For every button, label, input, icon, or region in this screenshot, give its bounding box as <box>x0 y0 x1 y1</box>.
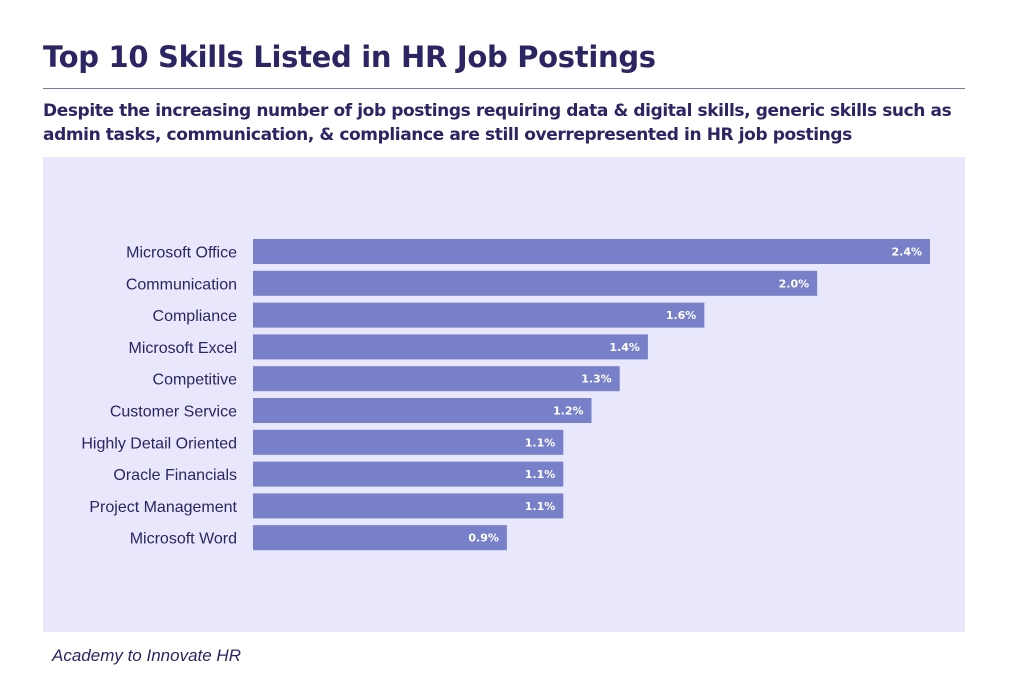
category-label-compliance: Compliance <box>153 308 238 325</box>
bar-compliance <box>253 302 705 328</box>
value-label-customer-service: 1.2% <box>553 405 584 418</box>
category-label-microsoft-office: Microsoft Office <box>126 245 237 262</box>
value-label-microsoft-office: 2.4% <box>891 246 922 259</box>
category-label-communication: Communication <box>126 276 237 293</box>
category-label-customer-service: Customer Service <box>110 404 237 421</box>
category-label-project-management: Project Management <box>89 499 237 516</box>
category-label-microsoft-word: Microsoft Word <box>130 531 237 548</box>
source-credit: Academy to Innovate HR <box>52 646 241 665</box>
value-label-highly-detail-oriented: 1.1% <box>525 436 556 449</box>
value-label-competitive: 1.3% <box>581 373 612 386</box>
bar-project-management <box>253 493 564 519</box>
bar-microsoft-office <box>253 239 930 264</box>
page-subtitle: Despite the increasing number of job pos… <box>43 101 952 145</box>
bar-microsoft-excel <box>253 334 648 360</box>
category-label-oracle-financials: Oracle Financials <box>113 467 237 484</box>
value-label-oracle-financials: 1.1% <box>525 468 556 481</box>
value-label-microsoft-excel: 1.4% <box>609 341 640 354</box>
bar-customer-service <box>253 398 592 423</box>
value-label-project-management: 1.1% <box>525 500 556 513</box>
category-label-highly-detail-oriented: Highly Detail Oriented <box>81 435 237 452</box>
chart-panel: Microsoft Office 2.4% Communication 2.0% Com… <box>43 157 965 632</box>
value-label-compliance: 1.6% <box>666 309 697 322</box>
category-label-microsoft-excel: Microsoft Excel <box>129 340 237 357</box>
category-label-competitive: Competitive <box>153 372 238 389</box>
bar-oracle-financials <box>253 461 564 487</box>
value-label-communication: 2.0% <box>779 277 810 290</box>
bar-microsoft-word <box>253 525 507 551</box>
value-label-microsoft-word: 0.9% <box>468 532 499 545</box>
bar-communication <box>253 270 818 296</box>
bar-competitive <box>253 366 620 392</box>
title-divider <box>43 88 965 89</box>
bar-highly-detail-oriented <box>253 429 564 455</box>
page-title: Top 10 Skills Listed in HR Job Postings <box>43 40 656 74</box>
bar-chart: Microsoft Office 2.4% Communication 2.0% Com… <box>81 239 930 551</box>
